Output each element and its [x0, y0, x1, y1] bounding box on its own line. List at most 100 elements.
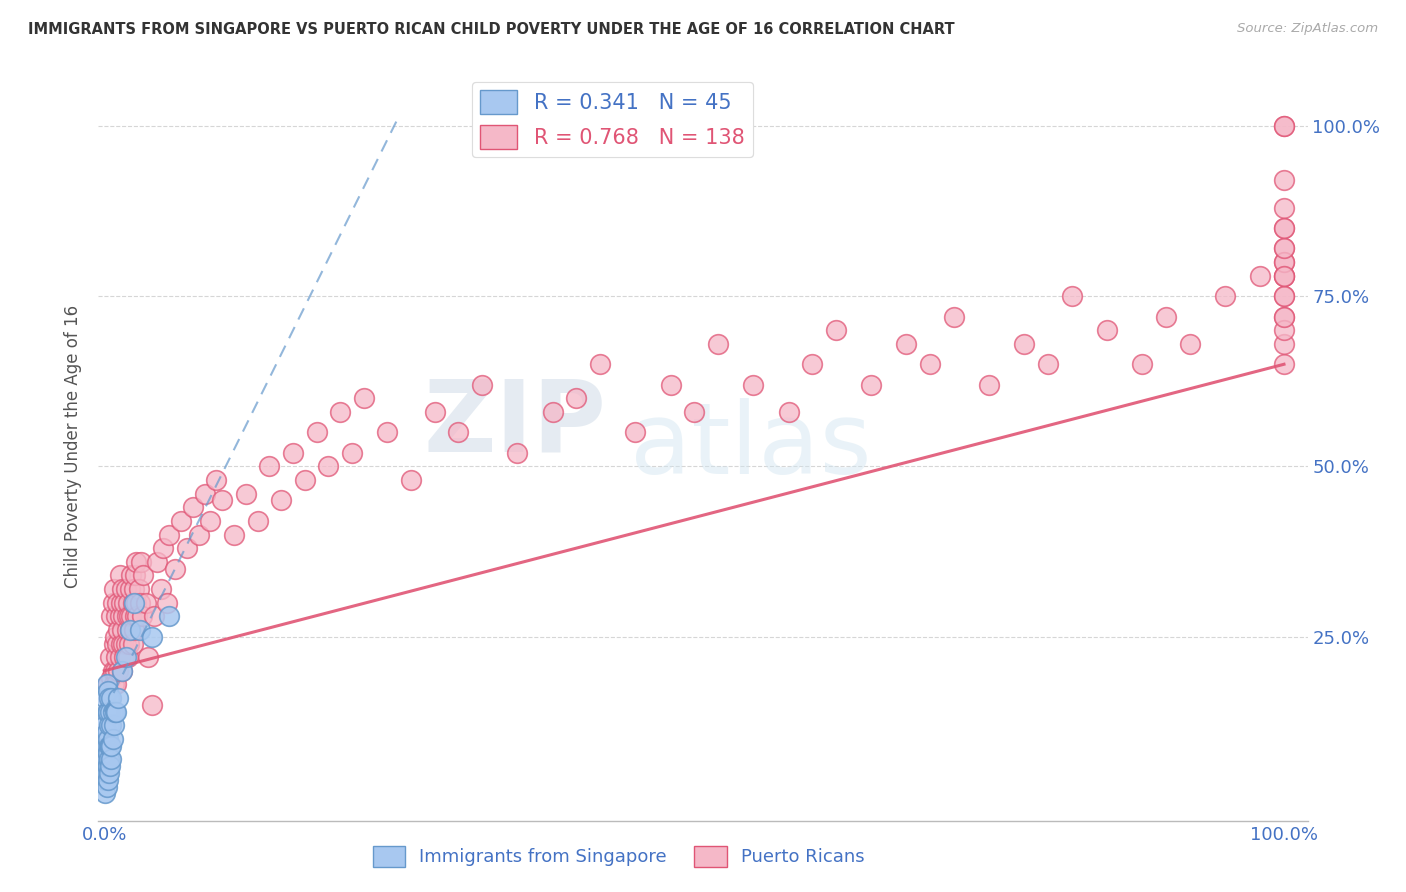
Immigrants from Singapore — [97, 705, 120, 719]
Puerto Ricans — [112, 609, 135, 624]
Puerto Ricans — [121, 596, 143, 610]
Puerto Ricans — [112, 596, 135, 610]
Immigrants from Singapore — [98, 739, 121, 753]
Immigrants from Singapore — [105, 705, 128, 719]
Immigrants from Singapore — [120, 623, 142, 637]
Immigrants from Singapore — [98, 705, 121, 719]
Puerto Ricans — [589, 357, 612, 371]
Puerto Ricans — [305, 425, 328, 440]
Immigrants from Singapore — [128, 623, 150, 637]
Puerto Ricans — [977, 377, 1000, 392]
Puerto Ricans — [1272, 268, 1295, 283]
Puerto Ricans — [120, 609, 142, 624]
Immigrants from Singapore — [96, 739, 118, 753]
Puerto Ricans — [506, 446, 529, 460]
Puerto Ricans — [118, 636, 141, 650]
Puerto Ricans — [105, 596, 128, 610]
Puerto Ricans — [340, 446, 363, 460]
Puerto Ricans — [1272, 310, 1295, 324]
Puerto Ricans — [824, 323, 846, 337]
Immigrants from Singapore — [94, 759, 117, 773]
Immigrants from Singapore — [98, 759, 121, 773]
Puerto Ricans — [1036, 357, 1059, 371]
Immigrants from Singapore — [97, 772, 120, 787]
Puerto Ricans — [114, 636, 136, 650]
Puerto Ricans — [1272, 221, 1295, 235]
Puerto Ricans — [104, 664, 127, 678]
Immigrants from Singapore — [100, 718, 122, 732]
Puerto Ricans — [1060, 289, 1083, 303]
Puerto Ricans — [1213, 289, 1236, 303]
Puerto Ricans — [101, 596, 124, 610]
Puerto Ricans — [121, 636, 143, 650]
Legend: Immigrants from Singapore, Puerto Ricans: Immigrants from Singapore, Puerto Ricans — [366, 838, 872, 874]
Puerto Ricans — [115, 623, 138, 637]
Puerto Ricans — [235, 486, 257, 500]
Puerto Ricans — [1272, 289, 1295, 303]
Puerto Ricans — [294, 473, 316, 487]
Text: atlas: atlas — [630, 398, 872, 494]
Puerto Ricans — [125, 596, 148, 610]
Puerto Ricans — [103, 636, 125, 650]
Puerto Ricans — [942, 310, 965, 324]
Puerto Ricans — [97, 677, 120, 691]
Immigrants from Singapore — [97, 684, 120, 698]
Puerto Ricans — [896, 336, 918, 351]
Immigrants from Singapore — [98, 739, 121, 753]
Puerto Ricans — [281, 446, 304, 460]
Immigrants from Singapore — [94, 786, 117, 800]
Puerto Ricans — [1272, 201, 1295, 215]
Puerto Ricans — [222, 527, 245, 541]
Puerto Ricans — [112, 636, 135, 650]
Immigrants from Singapore — [94, 772, 117, 787]
Puerto Ricans — [706, 336, 728, 351]
Puerto Ricans — [105, 677, 128, 691]
Puerto Ricans — [1272, 268, 1295, 283]
Puerto Ricans — [120, 582, 142, 596]
Puerto Ricans — [103, 582, 125, 596]
Puerto Ricans — [103, 677, 125, 691]
Puerto Ricans — [165, 561, 187, 575]
Puerto Ricans — [111, 623, 134, 637]
Puerto Ricans — [128, 596, 150, 610]
Puerto Ricans — [129, 555, 152, 569]
Puerto Ricans — [118, 609, 141, 624]
Legend: R = 0.341   N = 45, R = 0.768   N = 138: R = 0.341 N = 45, R = 0.768 N = 138 — [471, 82, 754, 157]
Puerto Ricans — [120, 568, 142, 582]
Puerto Ricans — [270, 493, 292, 508]
Puerto Ricans — [683, 405, 706, 419]
Puerto Ricans — [1154, 310, 1177, 324]
Puerto Ricans — [565, 392, 588, 406]
Puerto Ricans — [1272, 255, 1295, 269]
Immigrants from Singapore — [94, 691, 117, 706]
Puerto Ricans — [1272, 242, 1295, 256]
Puerto Ricans — [1272, 221, 1295, 235]
Puerto Ricans — [112, 650, 135, 665]
Puerto Ricans — [105, 609, 128, 624]
Puerto Ricans — [205, 473, 228, 487]
Immigrants from Singapore — [101, 705, 124, 719]
Puerto Ricans — [157, 527, 180, 541]
Puerto Ricans — [181, 500, 204, 515]
Puerto Ricans — [801, 357, 824, 371]
Immigrants from Singapore — [114, 650, 136, 665]
Immigrants from Singapore — [96, 752, 118, 766]
Puerto Ricans — [187, 527, 209, 541]
Puerto Ricans — [1272, 119, 1295, 133]
Puerto Ricans — [122, 582, 145, 596]
Puerto Ricans — [194, 486, 217, 500]
Puerto Ricans — [108, 650, 131, 665]
Puerto Ricans — [124, 568, 146, 582]
Puerto Ricans — [211, 493, 233, 508]
Puerto Ricans — [122, 623, 145, 637]
Puerto Ricans — [98, 691, 121, 706]
Puerto Ricans — [742, 377, 765, 392]
Immigrants from Singapore — [96, 725, 118, 739]
Puerto Ricans — [1272, 119, 1295, 133]
Puerto Ricans — [1272, 336, 1295, 351]
Puerto Ricans — [149, 582, 172, 596]
Puerto Ricans — [1132, 357, 1154, 371]
Puerto Ricans — [1272, 255, 1295, 269]
Text: ZIP: ZIP — [423, 375, 606, 472]
Immigrants from Singapore — [94, 718, 117, 732]
